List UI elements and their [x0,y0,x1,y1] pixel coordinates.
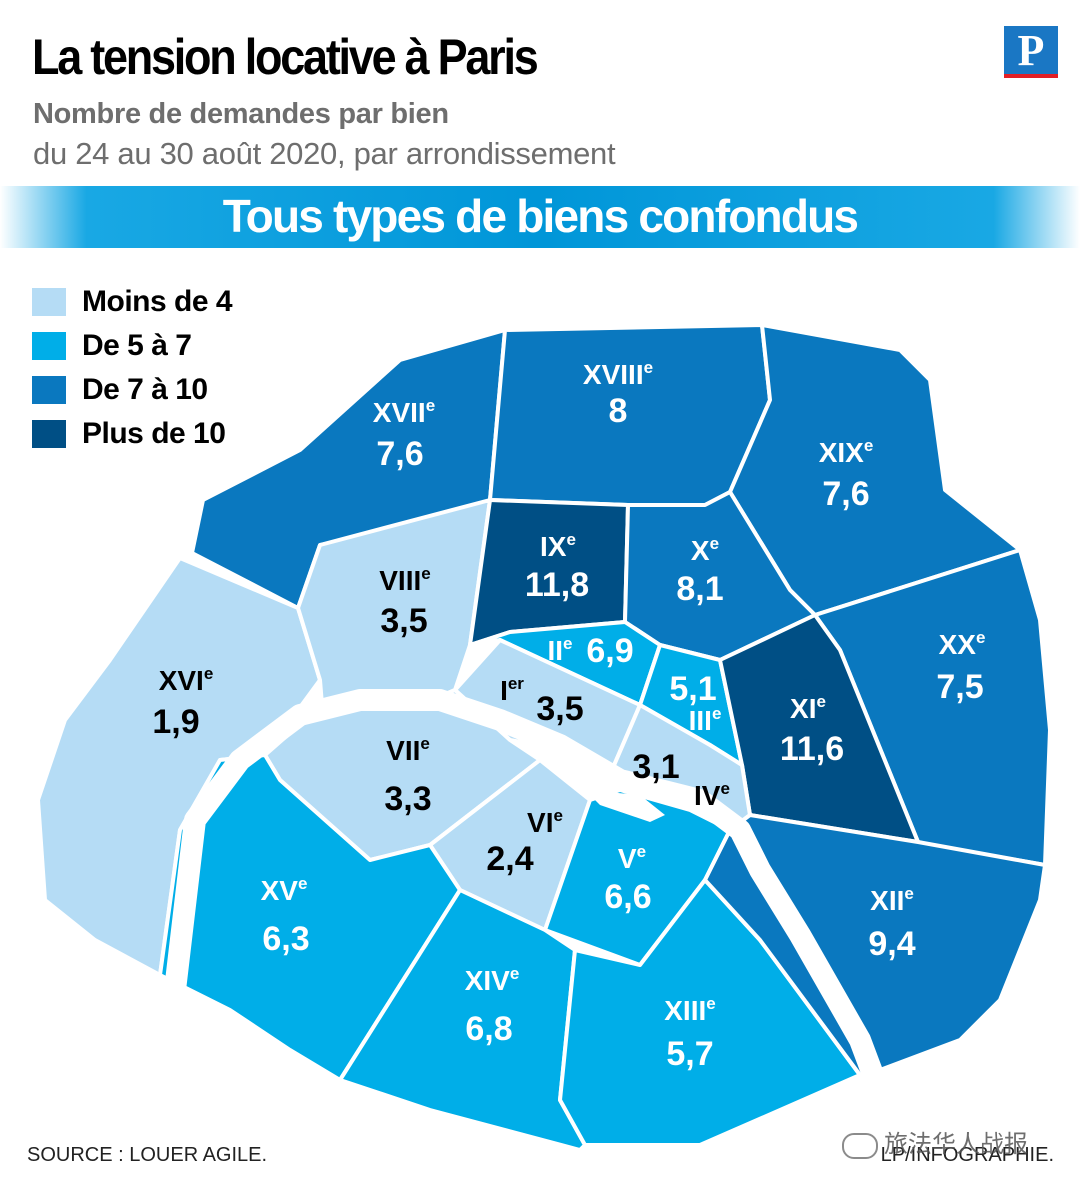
arrondissement-value: 7,6 [376,435,423,473]
le-parisien-logo: P [1004,26,1058,78]
legend-swatch [32,288,66,316]
credit-note: LP/INFOGRAPHIE. [880,1144,1054,1166]
banner-title: Tous types de biens confondus [222,190,859,242]
ile-de-la-cite [585,790,665,822]
arrondissement-value: 3,1 [632,748,679,786]
arrondissement-value: 6,8 [465,1010,512,1048]
legend-label: De 7 à 10 [82,373,208,406]
arrondissement-value: 7,6 [822,475,869,513]
arrondissement-value: 6,6 [604,878,651,916]
map-subtitle: Nombre de demandes par bien [33,98,449,130]
legend-item: Plus de 10 [32,412,232,456]
arrondissement-value: 6,3 [262,920,309,958]
arrondissement-value: 3,3 [384,780,431,818]
arrondissement-value: 11,8 [525,566,589,604]
arrondissement-value: 2,4 [486,840,533,878]
legend-label: De 5 à 7 [82,329,192,362]
legend-swatch [32,420,66,448]
banner-bar [0,186,1080,248]
watermark-text: 旅法华人战报 [884,1131,1028,1158]
arrondissement-value: 3,5 [380,602,427,640]
wechat-icon [842,1132,878,1159]
seine-river [164,689,886,1091]
arrondissement-name: XVIe [159,664,214,696]
arrondissement-name: XVIIIe [583,358,653,390]
legend-label: Moins de 4 [82,285,233,318]
arrondissement-name: XVIIe [373,396,435,428]
arrondissement-value: 5,7 [666,1035,713,1073]
arrondissement-name: XIe [790,692,826,724]
arrondissement-name: XIXe [819,436,874,468]
map-title: La tension locative à Paris [32,29,539,85]
arrondissement-shape [488,323,772,507]
arrondissement-value: 7,5 [936,668,983,706]
legend-swatch [32,376,66,404]
arrondissement-shape [703,813,1047,1077]
legend-swatch [32,332,66,360]
watermark: 旅法华人战报 [842,1124,1028,1159]
arrondissement-value: 1,9 [152,703,199,741]
arrondissement-value: 8 [609,392,628,430]
arrondissement-value: 6,9 [586,632,633,670]
arrondissement-value: 11,6 [780,730,844,768]
map-date-range: du 24 au 30 août 2020, par arrondissemen… [33,136,616,171]
legend-item: Moins de 4 [32,280,233,324]
arrondissement-value: 9,4 [868,925,915,963]
legend-item: De 5 à 7 [32,324,232,368]
arrondissement-value: 8,1 [676,570,723,608]
arrondissement-name: Xe [691,534,719,566]
legend-item: De 7 à 10 [32,368,232,412]
legend-label: Plus de 10 [82,417,226,450]
arrondissement-shape [158,753,462,1082]
source-note: SOURCE : LOUER AGILE. [27,1144,268,1166]
arrondissement-value: 3,5 [536,690,583,728]
arrondissement-value: 5,1 [669,670,716,708]
legend: Moins de 4 De 5 à 7 De 7 à 10 Plus de 10 [32,280,233,456]
